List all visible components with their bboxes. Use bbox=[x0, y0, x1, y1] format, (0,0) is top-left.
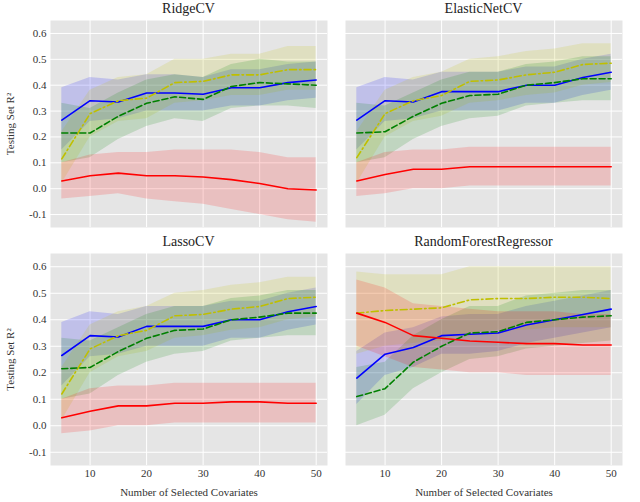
svg-text:Testing Set R²: Testing Set R² bbox=[4, 92, 16, 155]
svg-text:10: 10 bbox=[380, 467, 392, 479]
svg-text:Number of Selected Covariates: Number of Selected Covariates bbox=[120, 486, 258, 498]
svg-text:10: 10 bbox=[85, 467, 97, 479]
svg-text:0.0: 0.0 bbox=[33, 182, 47, 194]
svg-text:0.0: 0.0 bbox=[33, 419, 47, 431]
svg-text:0.5: 0.5 bbox=[33, 53, 47, 65]
svg-text:40: 40 bbox=[549, 467, 561, 479]
svg-text:20: 20 bbox=[141, 467, 153, 479]
svg-text:30: 30 bbox=[493, 467, 505, 479]
svg-text:50: 50 bbox=[606, 467, 618, 479]
svg-text:0.3: 0.3 bbox=[33, 340, 47, 352]
svg-text:0.6: 0.6 bbox=[33, 260, 47, 272]
html-text:ElasticNetCV: ElasticNetCV bbox=[444, 1, 523, 16]
svg-text:0.3: 0.3 bbox=[33, 105, 47, 117]
svg-text:0.4: 0.4 bbox=[33, 313, 47, 325]
svg-text:0.1: 0.1 bbox=[33, 156, 47, 168]
svg-text:Number of Selected Covariates: Number of Selected Covariates bbox=[415, 486, 553, 498]
svg-text:20: 20 bbox=[436, 467, 448, 479]
svg-text:40: 40 bbox=[254, 467, 266, 479]
svg-text:0.6: 0.6 bbox=[33, 27, 47, 39]
svg-text:0.5: 0.5 bbox=[33, 287, 47, 299]
svg-text:30: 30 bbox=[198, 467, 210, 479]
svg-text:0.2: 0.2 bbox=[33, 366, 47, 378]
svg-text:Testing Set R²: Testing Set R² bbox=[4, 328, 16, 391]
svg-text:-0.1: -0.1 bbox=[29, 208, 46, 220]
svg-text:0.2: 0.2 bbox=[33, 130, 47, 142]
svg-text:-0.1: -0.1 bbox=[29, 446, 46, 458]
svg-text:50: 50 bbox=[311, 467, 323, 479]
svg-text:0.1: 0.1 bbox=[33, 393, 47, 405]
html-text:LassoCV: LassoCV bbox=[162, 234, 215, 249]
html-text:RandomForestRegressor: RandomForestRegressor bbox=[414, 234, 553, 249]
html-text:RidgeCV: RidgeCV bbox=[162, 1, 215, 16]
svg-text:0.4: 0.4 bbox=[33, 79, 47, 91]
